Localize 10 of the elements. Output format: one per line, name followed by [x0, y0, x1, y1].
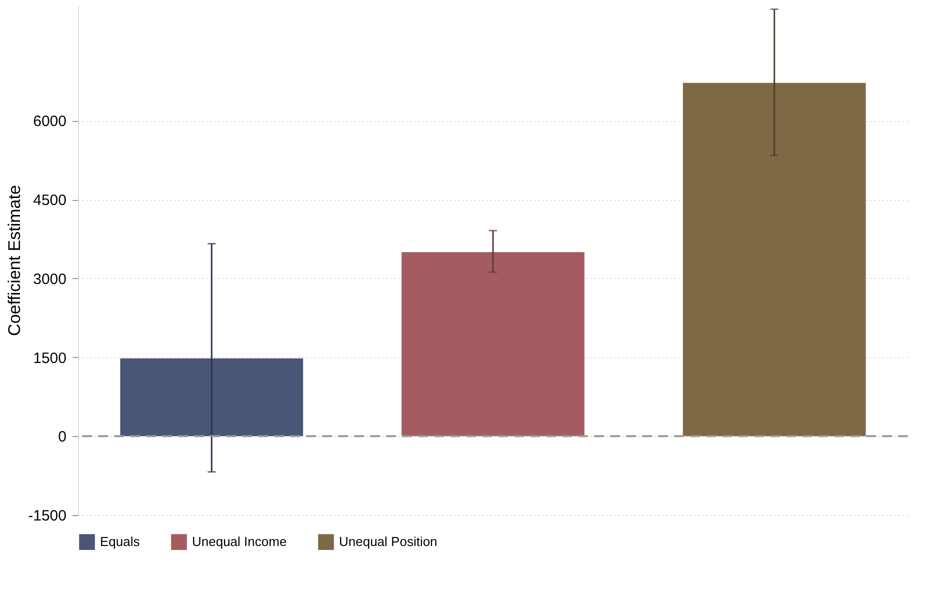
y-tick-label: 3000 — [33, 270, 66, 288]
y-tick-label: 6000 — [33, 113, 66, 130]
legend-label: Equals — [100, 534, 140, 550]
y-tick-label: 0 — [58, 428, 66, 446]
legend-label: Unequal Income — [192, 534, 287, 550]
y-tick-label: 4500 — [33, 192, 66, 210]
y-tick-label: -1500 — [28, 508, 66, 524]
y-tick-label: 1500 — [33, 350, 66, 367]
legend-label: Unequal Position — [339, 534, 438, 550]
y-axis-title: Coefficient Estimate — [5, 185, 24, 336]
